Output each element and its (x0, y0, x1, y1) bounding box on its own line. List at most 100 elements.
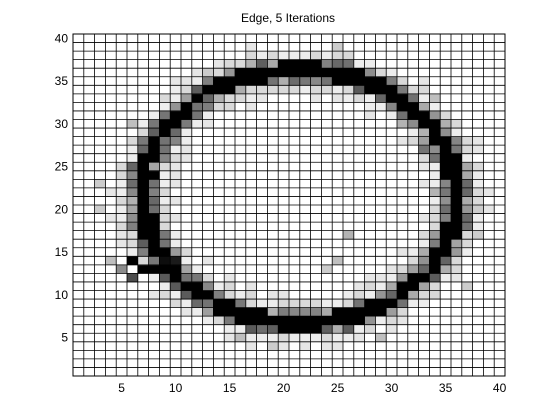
heatmap-cell (170, 153, 182, 163)
heatmap-cell (181, 119, 193, 129)
heatmap-cell (159, 110, 171, 120)
heatmap-cell (159, 256, 171, 266)
heatmap-cell (429, 179, 441, 189)
heatmap-cell (461, 145, 473, 154)
heatmap-cell (310, 324, 322, 334)
heatmap-cell (213, 93, 225, 103)
heatmap-cell (137, 239, 149, 249)
y-tick-label: 15 (55, 245, 69, 259)
heatmap-cell (170, 128, 182, 137)
heatmap-cell (289, 333, 301, 343)
heatmap-cell (213, 307, 225, 317)
heatmap-cell (440, 247, 452, 257)
heatmap-cell (418, 102, 430, 112)
heatmap-cell (116, 264, 128, 274)
heatmap-cell (159, 222, 171, 231)
heatmap-cell (397, 264, 409, 274)
heatmap-cell (461, 230, 473, 240)
heatmap-cell (181, 110, 193, 120)
heatmap-cell (332, 42, 344, 52)
heatmap-cell (407, 110, 419, 120)
heatmap-cell (461, 170, 473, 180)
heatmap-cell (472, 230, 484, 240)
heatmap-cell (472, 145, 484, 154)
heatmap-cell (418, 162, 430, 172)
heatmap-cell (245, 59, 257, 69)
heatmap-cell (461, 239, 473, 249)
heatmap-cell (440, 136, 452, 146)
heatmap-cell (332, 324, 344, 334)
heatmap-cell (148, 290, 160, 300)
heatmap-cell (375, 290, 387, 300)
heatmap-cell (451, 247, 463, 257)
heatmap-cell (105, 213, 117, 223)
heatmap-cell (397, 281, 409, 291)
heatmap-cell (364, 76, 376, 86)
heatmap-cell (245, 290, 257, 300)
heatmap-cell (440, 179, 452, 189)
heatmap-cell (440, 273, 452, 283)
heatmap-cell (299, 59, 311, 69)
heatmap-cell (170, 76, 182, 86)
heatmap-cell (181, 145, 193, 154)
heatmap-cell (278, 76, 290, 86)
heatmap-cell (418, 290, 430, 300)
heatmap-cell (429, 136, 441, 146)
heatmap-cell (224, 333, 236, 343)
heatmap-cell (202, 68, 214, 78)
heatmap-cell (386, 273, 398, 283)
heatmap-cell (224, 299, 236, 308)
heatmap-cell (191, 290, 203, 300)
heatmap-cell (159, 119, 171, 129)
heatmap-cell (332, 85, 344, 95)
heatmap-cell (397, 247, 409, 257)
heatmap-cell (353, 59, 365, 69)
heatmap-cell (386, 299, 398, 308)
heatmap-cell (440, 222, 452, 231)
heatmap-cell (137, 145, 149, 154)
x-tick-label: 10 (169, 381, 183, 395)
heatmap-cell (256, 85, 268, 95)
heatmap-cell (224, 290, 236, 300)
heatmap-cell (332, 341, 344, 351)
heatmap-cell (148, 247, 160, 257)
heatmap-cell (137, 205, 149, 214)
x-tick-label: 5 (118, 381, 125, 395)
heatmap-cell (181, 102, 193, 112)
heatmap-cell (245, 324, 257, 334)
heatmap-cell (170, 281, 182, 291)
heatmap-cell (343, 76, 355, 86)
heatmap-cell (170, 290, 182, 300)
heatmap-cell (116, 170, 128, 180)
heatmap-cell (170, 273, 182, 283)
heatmap-cell (451, 273, 463, 283)
heatmap-cell (472, 179, 484, 189)
heatmap-cell (170, 136, 182, 146)
heatmap-cell (299, 341, 311, 351)
heatmap-cell (343, 59, 355, 69)
heatmap-cell (310, 93, 322, 103)
heatmap-cell (472, 162, 484, 172)
heatmap-cell (353, 290, 365, 300)
heatmap-cell (321, 76, 333, 86)
heatmap-cell (332, 316, 344, 325)
heatmap-cell (159, 93, 171, 103)
heatmap-cell (267, 59, 279, 69)
heatmap-cell (224, 281, 236, 291)
heatmap-cell (159, 264, 171, 274)
heatmap-cell (127, 179, 139, 189)
heatmap-cell (321, 324, 333, 334)
heatmap-cell (461, 196, 473, 206)
heatmap-cell (213, 102, 225, 112)
heatmap-cell (159, 145, 171, 154)
heatmap-cell (191, 110, 203, 120)
heatmap-cell (137, 128, 149, 137)
heatmap-cell (461, 247, 473, 257)
heatmap-cell (224, 316, 236, 325)
heatmap-cell (245, 333, 257, 343)
heatmap-cell (148, 230, 160, 240)
heatmap-cell (310, 76, 322, 86)
heatmap-cell (289, 299, 301, 308)
heatmap-cell (213, 316, 225, 325)
